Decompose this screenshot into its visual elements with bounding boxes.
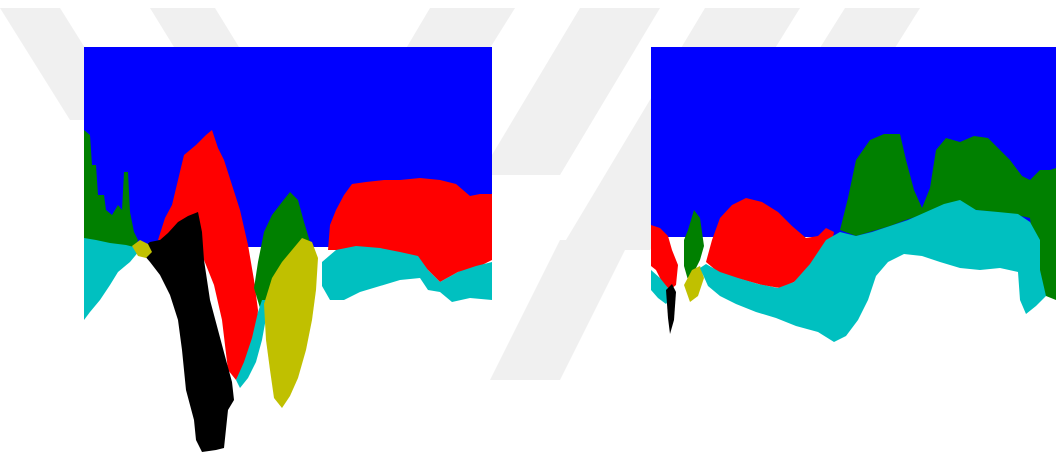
region-cyan (700, 200, 1046, 342)
region-cyan (322, 246, 492, 302)
region-green (684, 210, 704, 280)
watermark-stripe (490, 240, 630, 380)
watermark-stripe (480, 8, 660, 175)
region-green (840, 134, 1056, 300)
region-green (254, 192, 310, 308)
region-yellow (132, 240, 152, 258)
region-red (706, 198, 834, 288)
region-yellow (264, 238, 318, 408)
region-red (158, 130, 258, 380)
region-black (142, 212, 234, 452)
region-yellow (684, 266, 704, 302)
region-black (666, 284, 676, 334)
region-cyan (84, 238, 140, 320)
region-red (651, 225, 678, 290)
region-green (1040, 186, 1056, 296)
region-red (328, 178, 492, 282)
region-cyan (236, 300, 270, 388)
region-green (84, 130, 138, 255)
